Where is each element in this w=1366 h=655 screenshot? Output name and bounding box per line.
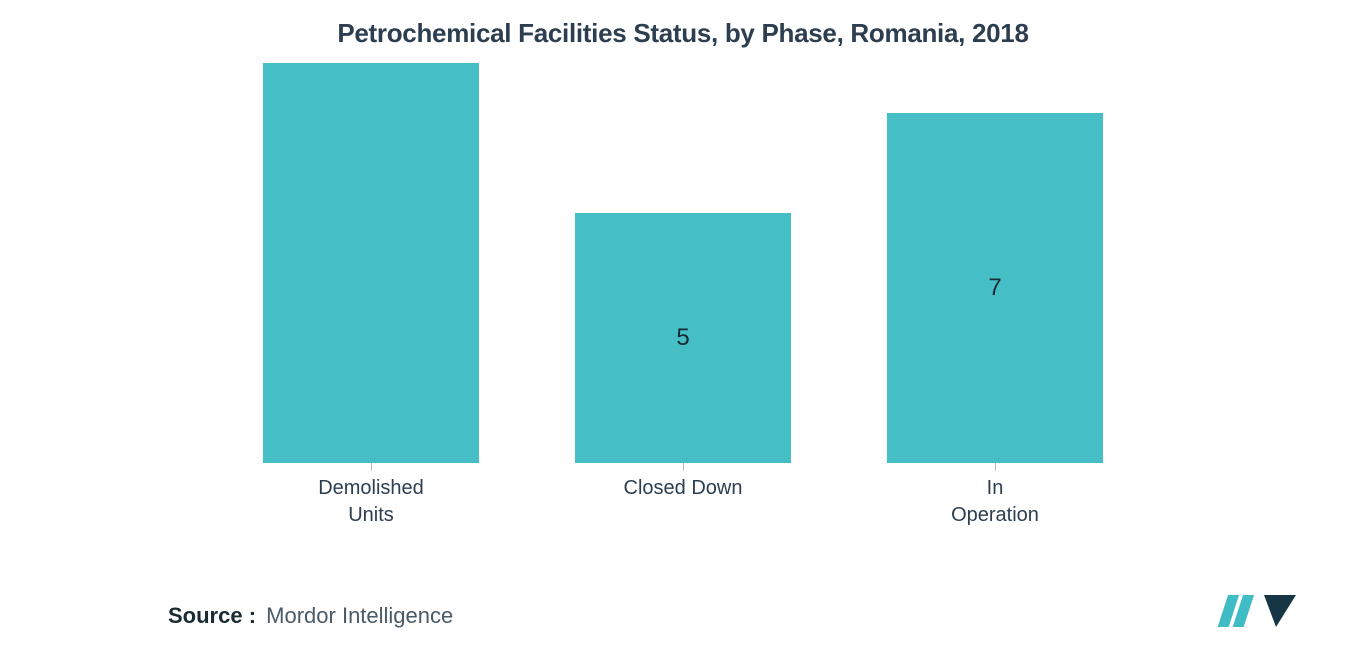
source-attribution: Source : Mordor Intelligence bbox=[168, 603, 453, 629]
axis-tick bbox=[683, 463, 684, 471]
chart-container: Petrochemical Facilities Status, by Phas… bbox=[0, 0, 1366, 655]
x-axis-label: InOperation bbox=[887, 475, 1103, 529]
bar-value-label: 7 bbox=[988, 274, 1001, 302]
bar-value-label: 5 bbox=[676, 324, 689, 352]
source-value: Mordor Intelligence bbox=[266, 603, 453, 628]
source-label: Source : bbox=[168, 603, 256, 628]
x-axis-label: DemolishedUnits bbox=[263, 475, 479, 529]
chart-title: Petrochemical Facilities Status, by Phas… bbox=[50, 18, 1316, 49]
x-axis-labels: DemolishedUnits Closed Down InOperation bbox=[183, 475, 1183, 529]
bar-in-operation: 7 bbox=[887, 113, 1103, 463]
axis-tick bbox=[995, 463, 996, 471]
bar-group: 5 bbox=[575, 213, 791, 463]
x-axis-label: Closed Down bbox=[575, 475, 791, 529]
mordor-logo-icon bbox=[1216, 589, 1296, 633]
bar-group bbox=[263, 63, 479, 463]
bar-closed-down: 5 bbox=[575, 213, 791, 463]
chart-plot-area: 5 7 bbox=[183, 63, 1183, 463]
bar-demolished-units bbox=[263, 63, 479, 463]
bars-row: 5 7 bbox=[183, 63, 1183, 463]
axis-tick bbox=[371, 463, 372, 471]
bar-group: 7 bbox=[887, 113, 1103, 463]
